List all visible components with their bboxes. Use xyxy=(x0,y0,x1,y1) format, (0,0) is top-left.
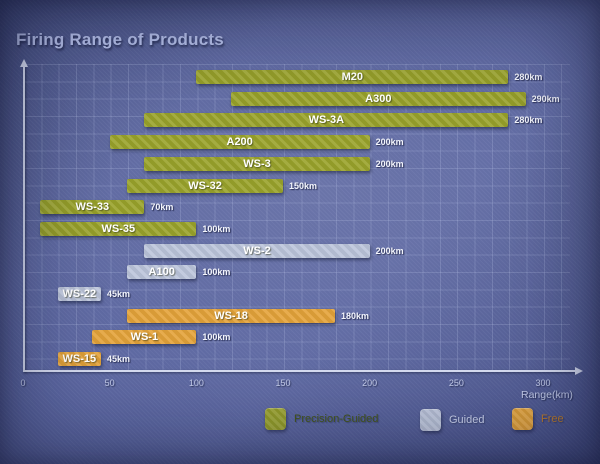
bar-label-WS-35: WS-35 xyxy=(101,223,136,235)
bar-value-A200: 200km xyxy=(375,137,404,147)
bar-value-WS-33: 70km xyxy=(150,202,174,212)
bar-M20: M20 xyxy=(196,70,509,84)
bar-label-A300: A300 xyxy=(365,93,392,105)
bar-WS-33: WS-33 xyxy=(40,200,145,214)
legend-swatch-guided xyxy=(420,409,441,431)
bar-value-WS-3: 200km xyxy=(375,159,404,169)
bar-WS-2: WS-2 xyxy=(144,244,370,258)
bar-WS-22: WS-22 xyxy=(57,287,101,301)
bar-A100: A100 xyxy=(127,265,197,279)
legend-label-free: Free xyxy=(541,413,564,425)
bar-value-WS-15: 45km xyxy=(107,354,131,364)
x-tick-250: 250 xyxy=(448,378,464,388)
bar-label-A200: A200 xyxy=(226,136,253,148)
bar-value-A300: 290km xyxy=(531,94,560,104)
bar-value-WS-35: 100km xyxy=(202,224,231,234)
legend-label-guided: Guided xyxy=(449,414,485,426)
x-tick-200: 200 xyxy=(362,378,378,388)
plot-grid xyxy=(24,64,570,371)
bar-value-WS-22: 45km xyxy=(107,289,131,299)
bar-WS-3A: WS-3A xyxy=(144,113,509,127)
bar-WS-32: WS-32 xyxy=(127,179,283,193)
x-tick-0: 0 xyxy=(20,378,26,388)
x-tick-300: 300 xyxy=(535,378,551,388)
bar-value-WS-2: 200km xyxy=(375,246,404,256)
x-tick-50: 50 xyxy=(104,378,115,388)
bar-label-WS-3: WS-3 xyxy=(243,158,271,170)
bar-label-WS-3A: WS-3A xyxy=(308,114,345,126)
bar-WS-18: WS-18 xyxy=(127,309,335,323)
bar-value-M20: 280km xyxy=(514,72,543,82)
bar-label-WS-22: WS-22 xyxy=(62,288,97,300)
bar-WS-3: WS-3 xyxy=(144,157,370,171)
bar-label-WS-32: WS-32 xyxy=(188,180,222,192)
x-axis-arrow-icon xyxy=(575,367,583,375)
bar-label-M20: M20 xyxy=(341,71,364,83)
y-axis-line xyxy=(23,66,25,372)
bar-value-WS-18: 180km xyxy=(341,311,370,321)
page-title: Firing Range of Products xyxy=(16,30,224,49)
x-axis-label: Range(km) xyxy=(521,389,573,401)
legend-swatch-free xyxy=(512,408,533,430)
bar-WS-35: WS-35 xyxy=(40,222,197,236)
bar-value-A100: 100km xyxy=(202,267,231,277)
bar-WS-15: WS-15 xyxy=(57,352,101,366)
bar-label-WS-15: WS-15 xyxy=(62,353,97,365)
bar-label-WS-2: WS-2 xyxy=(243,245,271,257)
bar-WS-1: WS-1 xyxy=(92,330,197,344)
x-tick-100: 100 xyxy=(188,378,204,388)
bar-A300: A300 xyxy=(231,92,526,106)
legend-swatch-precision xyxy=(265,408,286,430)
bar-label-WS-33: WS-33 xyxy=(75,201,110,213)
bar-value-WS-3A: 280km xyxy=(514,115,543,125)
bar-label-A100: A100 xyxy=(148,266,175,278)
legend-label-precision: Precision-Guided xyxy=(294,413,379,425)
bar-label-WS-18: WS-18 xyxy=(214,310,248,322)
x-tick-150: 150 xyxy=(275,378,291,388)
bar-value-WS-32: 150km xyxy=(289,181,318,191)
bar-value-WS-1: 100km xyxy=(202,332,231,342)
bar-label-WS-1: WS-1 xyxy=(130,331,159,343)
y-axis-arrow-icon xyxy=(20,59,28,67)
bar-A200: A200 xyxy=(109,135,370,149)
x-axis-line xyxy=(23,370,575,372)
